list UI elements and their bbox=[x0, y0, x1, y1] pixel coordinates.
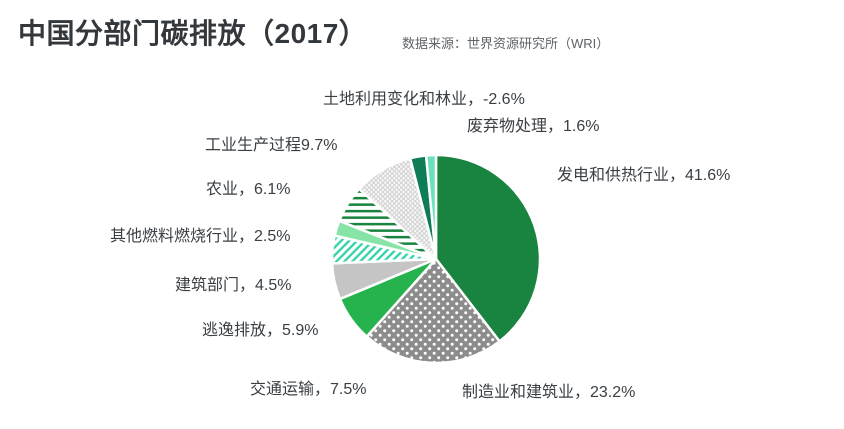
slice-label-industrial-process: 工业生产过程9.7% bbox=[205, 137, 338, 154]
pie-slice-manufacturing bbox=[365, 257, 501, 365]
data-source-note: 数据来源：世界资源研究所（WRI） bbox=[402, 36, 610, 51]
slice-label-manufacturing: 制造业和建筑业，23.2% bbox=[462, 384, 636, 401]
pie-slice-waste bbox=[424, 153, 438, 261]
slice-label-fugitive: 逃逸排放，5.9% bbox=[202, 322, 319, 339]
slice-label-transport: 交通运输，7.5% bbox=[250, 381, 367, 398]
slice-label-buildings: 建筑部门，4.5% bbox=[175, 277, 292, 294]
pie-slice-power-heat bbox=[434, 153, 542, 343]
slice-label-land-use-forestry: 土地利用变化和林业，-2.6% bbox=[323, 91, 525, 108]
slice-label-waste: 废弃物处理，1.6% bbox=[467, 118, 600, 135]
slice-label-power-heat: 发电和供热行业，41.6% bbox=[557, 167, 731, 184]
slice-label-agriculture: 农业，6.1% bbox=[206, 181, 291, 198]
slice-label-other-fuel: 其他燃料燃烧行业，2.5% bbox=[110, 228, 291, 245]
page-title: 中国分部门碳排放（2017） bbox=[18, 18, 368, 49]
